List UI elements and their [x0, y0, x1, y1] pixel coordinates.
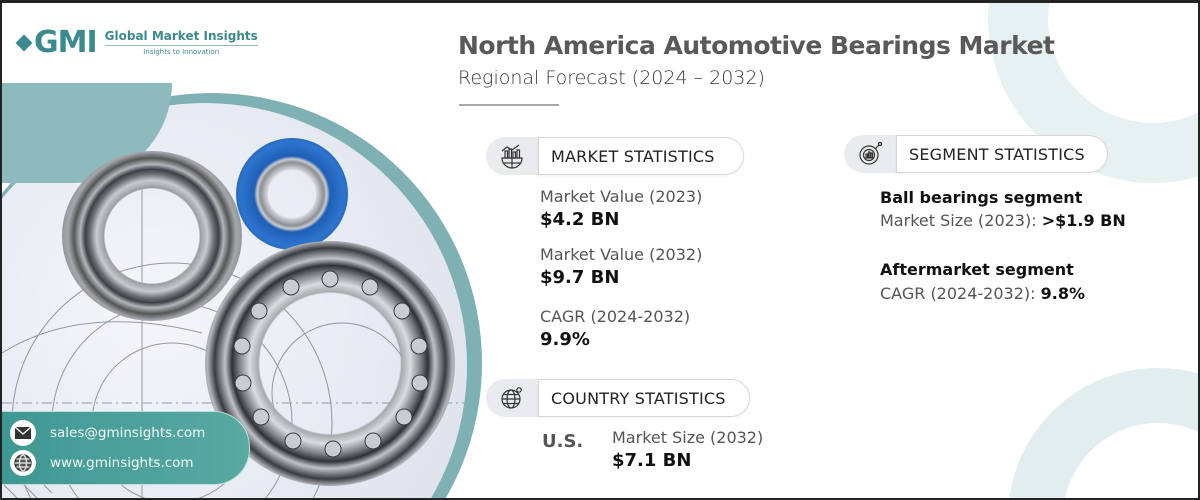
- ball-bearings-metric-label: Market Size (2023):: [880, 211, 1037, 230]
- aftermarket-metric: CAGR (2024-2032): 9.8%: [880, 284, 1085, 303]
- contact-email[interactable]: sales@gminsights.com: [10, 420, 205, 446]
- logo-diamond-icon: [15, 34, 33, 51]
- us-market-size-value: $7.1 BN: [612, 450, 692, 471]
- page-subtitle: Regional Forecast (2024 – 2032): [458, 67, 765, 89]
- bearing-balls: [233, 270, 429, 458]
- gmi-logo: GMI Global Market Insights Insights to I…: [15, 25, 258, 60]
- country-statistics-header: COUNTRY STATISTICS: [486, 378, 750, 418]
- website-link[interactable]: www.gminsights.com: [50, 455, 194, 471]
- country-statistics-label: COUNTRY STATISTICS: [538, 379, 750, 417]
- segment-statistics-label: SEGMENT STATISTICS: [896, 135, 1108, 173]
- page-title: North America Automotive Bearings Market: [458, 31, 1055, 60]
- decorative-arc-bottom-right: [1008, 368, 1198, 498]
- ball-bearings-segment-title: Ball bearings segment: [880, 188, 1083, 207]
- market-statistics-header: MARKET STATISTICS: [486, 136, 744, 176]
- ball-bearings-metric: Market Size (2023): >$1.9 BN: [880, 211, 1126, 230]
- pie-chart-target-icon: [844, 135, 896, 173]
- cagr-label: CAGR (2024-2032): [540, 307, 691, 326]
- aftermarket-metric-label: CAGR (2024-2032):: [880, 284, 1036, 303]
- bearing-image-blue-seal: [236, 138, 348, 250]
- market-statistics-label: MARKET STATISTICS: [538, 137, 744, 175]
- bearing-image-left: [62, 151, 242, 321]
- brand-name: Global Market Insights: [104, 29, 258, 46]
- cagr-value: 9.9%: [540, 329, 590, 350]
- email-link[interactable]: sales@gminsights.com: [50, 425, 206, 441]
- segment-statistics-header: SEGMENT STATISTICS: [844, 134, 1108, 174]
- market-value-2023-label: Market Value (2023): [540, 187, 703, 206]
- ball-bearings-value: >$1.9 BN: [1041, 211, 1126, 230]
- country-name: U.S.: [542, 431, 584, 452]
- globe-icon: [10, 450, 36, 476]
- logo-mark-text: GMI: [34, 25, 98, 60]
- market-value-2032-label: Market Value (2032): [540, 245, 703, 264]
- title-divider: [459, 104, 559, 106]
- envelope-icon: [10, 420, 36, 446]
- logo-mark: GMI: [15, 25, 98, 60]
- us-market-size-label: Market Size (2032): [612, 428, 764, 447]
- aftermarket-value: 9.8%: [1040, 284, 1085, 303]
- market-value-2032: $9.7 BN: [540, 267, 620, 288]
- contact-website[interactable]: www.gminsights.com: [10, 450, 194, 476]
- chart-globe-icon: [486, 137, 538, 175]
- aftermarket-segment-title: Aftermarket segment: [880, 260, 1074, 279]
- globe-pin-icon: [486, 379, 538, 417]
- brand-tagline: Insights to Innovation: [143, 48, 220, 56]
- market-value-2023: $4.2 BN: [540, 209, 620, 230]
- contact-bar: sales@gminsights.com www.gminsights.com: [2, 411, 250, 485]
